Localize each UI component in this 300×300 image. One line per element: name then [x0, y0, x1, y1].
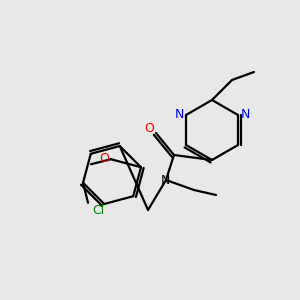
Text: O: O: [99, 152, 109, 165]
Text: Cl: Cl: [92, 204, 104, 217]
Text: N: N: [160, 173, 170, 187]
Text: N: N: [240, 109, 250, 122]
Text: N: N: [174, 109, 184, 122]
Text: O: O: [144, 122, 154, 134]
